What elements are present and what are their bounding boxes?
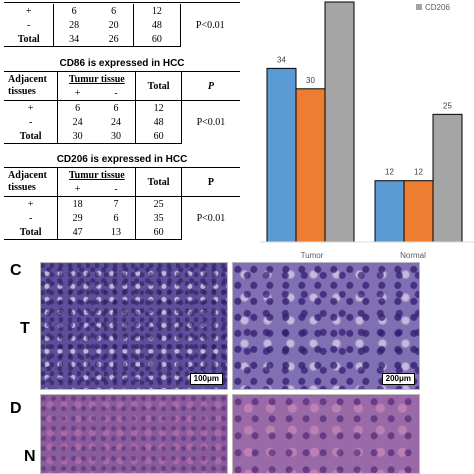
table-cell: + <box>4 4 55 18</box>
table-cell: Total <box>4 129 59 144</box>
contingency-table-2: Adjacent tissues Tumur tissue Total P + … <box>4 71 240 144</box>
data-label: 12 <box>385 168 394 177</box>
panel-label-d: D <box>10 400 22 417</box>
panel-label-n: N <box>24 448 36 465</box>
col-header-tumor: Tumur tissue <box>57 167 137 182</box>
table-cell: 13 <box>96 225 137 240</box>
table-cell: Total <box>4 32 55 47</box>
table-cell: + <box>4 196 59 211</box>
table-cell: 28 <box>69 19 80 31</box>
table-cell: 34 <box>53 32 94 47</box>
col-header-p: P <box>181 167 240 197</box>
table-cell: 48 <box>135 115 182 129</box>
table-cell: 60 <box>135 129 182 144</box>
table-cell: 7 <box>96 196 137 211</box>
table-cell: 6 <box>96 211 137 225</box>
table-1-header-fragment <box>4 0 240 3</box>
table-cell: 6 <box>57 100 97 115</box>
table-cell: - <box>4 18 55 32</box>
table-cell: 18 <box>57 196 97 211</box>
data-label: 30 <box>306 76 315 85</box>
col-header-adjacent: Adjacent tissues <box>4 71 59 101</box>
table-cell: 20 <box>93 18 135 32</box>
histology-image-tumor-high-mag: 200μm <box>232 262 420 390</box>
table-cell: 26 <box>93 32 135 47</box>
panel-label-c: C <box>10 262 22 279</box>
p-value: P<0.01 <box>181 100 240 144</box>
col-header-plus: + <box>57 182 97 197</box>
x-tick-label: Normal <box>400 251 426 260</box>
col-header-p: P <box>181 71 240 101</box>
p-value: P<0.01 <box>181 196 240 240</box>
table-cell: 6 <box>93 4 135 18</box>
scale-bar-label: 100μm <box>189 373 223 385</box>
table-cell: - <box>4 115 59 129</box>
col-header-tumor: Tumur tissue <box>57 71 137 86</box>
bar <box>266 67 297 243</box>
contingency-table-1: + 6 6 12 P<0.01 - 28 20 48 Total 34 26 6… <box>4 4 240 47</box>
x-tick-label: Tumor <box>301 251 324 260</box>
bar-chart: 34 30 12 12 25 Tumor Normal CD206 <box>244 0 474 262</box>
table-cell: 24 <box>96 115 137 129</box>
table-cell: 12 <box>135 100 182 115</box>
table-cell: 47 <box>57 225 97 240</box>
bar <box>295 88 326 243</box>
table-cell: + <box>4 100 59 115</box>
table-cell: 24 <box>72 116 83 128</box>
table-cell: 60 <box>133 32 181 47</box>
panel-label-t: T <box>20 320 30 337</box>
contingency-table-3: Adjacent tissues Tumur tissue Total P + … <box>4 167 240 240</box>
legend: CD206 <box>416 3 450 12</box>
col-header-total: Total <box>135 71 182 101</box>
col-header-plus: + <box>57 86 97 101</box>
histology-image-tumor-low-mag: 100μm <box>40 262 228 390</box>
col-header-total: Total <box>135 167 182 197</box>
data-label: 12 <box>414 168 423 177</box>
table-cell: 29 <box>72 212 83 224</box>
col-header-minus: - <box>96 86 137 101</box>
table-cell: 6 <box>96 100 137 115</box>
col-header-minus: - <box>96 182 137 197</box>
scale-bar-label: 200μm <box>381 373 415 385</box>
table-cell: 30 <box>96 129 137 144</box>
table-cell: 25 <box>135 196 182 211</box>
histology-image-normal-high-mag <box>232 394 420 474</box>
data-label: 34 <box>277 55 286 64</box>
table-cell: - <box>4 211 59 225</box>
bar <box>324 1 355 243</box>
legend-swatch <box>416 4 422 10</box>
table-cell: 60 <box>135 225 182 240</box>
table-cell: 6 <box>71 5 77 17</box>
col-header-adjacent: Adjacent tissues <box>4 167 59 197</box>
table-cell: 48 <box>133 18 181 32</box>
table-3-title: CD206 is expressed in HCC <box>56 154 188 165</box>
histology-image-normal-low-mag <box>40 394 228 474</box>
p-value: P<0.01 <box>195 19 225 31</box>
bar <box>374 180 405 243</box>
table-cell: 35 <box>135 211 182 225</box>
bar <box>432 113 463 243</box>
data-label: 25 <box>443 101 452 110</box>
table-2-title: CD86 is expressed in HCC <box>59 58 185 69</box>
table-cell: 12 <box>133 4 181 18</box>
table-cell: Total <box>4 225 59 240</box>
table-cell: 30 <box>57 129 97 144</box>
bar <box>403 180 434 243</box>
legend-label: CD206 <box>425 3 450 12</box>
